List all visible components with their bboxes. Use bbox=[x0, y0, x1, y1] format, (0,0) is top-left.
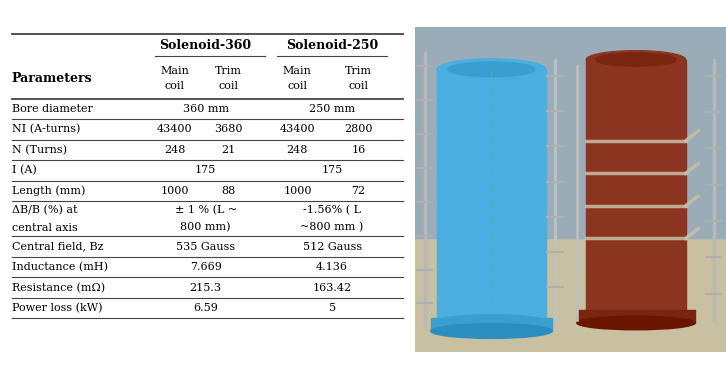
Text: 2800: 2800 bbox=[344, 125, 373, 134]
Text: 800 mm): 800 mm) bbox=[180, 222, 231, 233]
Bar bbox=[586, 60, 685, 313]
Ellipse shape bbox=[433, 315, 550, 331]
Text: 21: 21 bbox=[221, 145, 235, 155]
Text: 16: 16 bbox=[351, 145, 366, 155]
Text: 3680: 3680 bbox=[213, 125, 242, 134]
Text: 360 mm: 360 mm bbox=[182, 104, 229, 114]
Text: NI (A-turns): NI (A-turns) bbox=[12, 124, 80, 134]
Text: 175: 175 bbox=[322, 165, 343, 175]
Text: 1000: 1000 bbox=[160, 186, 189, 196]
Ellipse shape bbox=[577, 316, 695, 330]
Text: Solenoid-360: Solenoid-360 bbox=[160, 39, 252, 52]
Text: -1.56% ( L: -1.56% ( L bbox=[303, 205, 361, 215]
Text: Solenoid-250: Solenoid-250 bbox=[286, 39, 378, 52]
Text: Main: Main bbox=[283, 66, 312, 76]
Text: 248: 248 bbox=[287, 145, 308, 155]
Ellipse shape bbox=[586, 51, 685, 69]
Text: 1000: 1000 bbox=[283, 186, 311, 196]
Text: 7.669: 7.669 bbox=[189, 262, 221, 272]
Text: 5: 5 bbox=[329, 303, 335, 313]
Ellipse shape bbox=[437, 59, 546, 80]
Text: 43400: 43400 bbox=[158, 125, 193, 134]
Text: coil: coil bbox=[348, 81, 369, 91]
Text: 248: 248 bbox=[164, 145, 186, 155]
Text: 4.136: 4.136 bbox=[316, 262, 348, 272]
Text: 175: 175 bbox=[195, 165, 216, 175]
Text: ΔB/B (%) at: ΔB/B (%) at bbox=[12, 205, 77, 215]
Bar bbox=[431, 318, 552, 331]
Text: 88: 88 bbox=[221, 186, 235, 196]
Text: coil: coil bbox=[165, 81, 185, 91]
Text: Resistance (mΩ): Resistance (mΩ) bbox=[12, 283, 105, 293]
Text: coil: coil bbox=[218, 81, 238, 91]
Text: Bore diameter: Bore diameter bbox=[12, 104, 93, 114]
Text: central axis: central axis bbox=[12, 223, 78, 233]
Text: 43400: 43400 bbox=[280, 125, 315, 134]
Text: Length (mm): Length (mm) bbox=[12, 186, 85, 196]
Text: Trim: Trim bbox=[345, 66, 372, 76]
Bar bbox=[437, 70, 546, 323]
Text: coil: coil bbox=[287, 81, 307, 91]
Text: Inductance (mH): Inductance (mH) bbox=[12, 262, 107, 272]
Text: ~800 mm ): ~800 mm ) bbox=[301, 222, 364, 233]
Text: 512 Gauss: 512 Gauss bbox=[303, 242, 362, 252]
Bar bbox=[577, 310, 695, 323]
Ellipse shape bbox=[431, 324, 552, 338]
Text: I (A): I (A) bbox=[12, 165, 36, 175]
Text: 535 Gauss: 535 Gauss bbox=[176, 242, 235, 252]
Text: Main: Main bbox=[160, 66, 189, 76]
Text: Trim: Trim bbox=[215, 66, 242, 76]
Text: Central field, Bz: Central field, Bz bbox=[12, 242, 103, 252]
Bar bbox=[415, 27, 726, 238]
Text: 72: 72 bbox=[351, 186, 366, 196]
Text: 215.3: 215.3 bbox=[189, 283, 221, 293]
Text: 6.59: 6.59 bbox=[193, 303, 218, 313]
Ellipse shape bbox=[595, 53, 677, 66]
Text: Power loss (kW): Power loss (kW) bbox=[12, 303, 102, 313]
Text: N (Turns): N (Turns) bbox=[12, 145, 67, 155]
Text: ± 1 % (L ~: ± 1 % (L ~ bbox=[174, 205, 237, 215]
Text: 163.42: 163.42 bbox=[312, 283, 351, 293]
Ellipse shape bbox=[448, 62, 535, 77]
Text: 250 mm: 250 mm bbox=[309, 104, 355, 114]
Text: Parameters: Parameters bbox=[12, 72, 92, 85]
